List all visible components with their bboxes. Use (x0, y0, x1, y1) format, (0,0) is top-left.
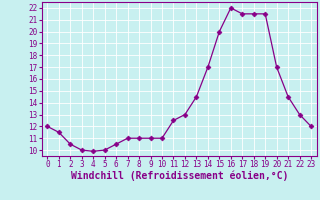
X-axis label: Windchill (Refroidissement éolien,°C): Windchill (Refroidissement éolien,°C) (70, 171, 288, 181)
